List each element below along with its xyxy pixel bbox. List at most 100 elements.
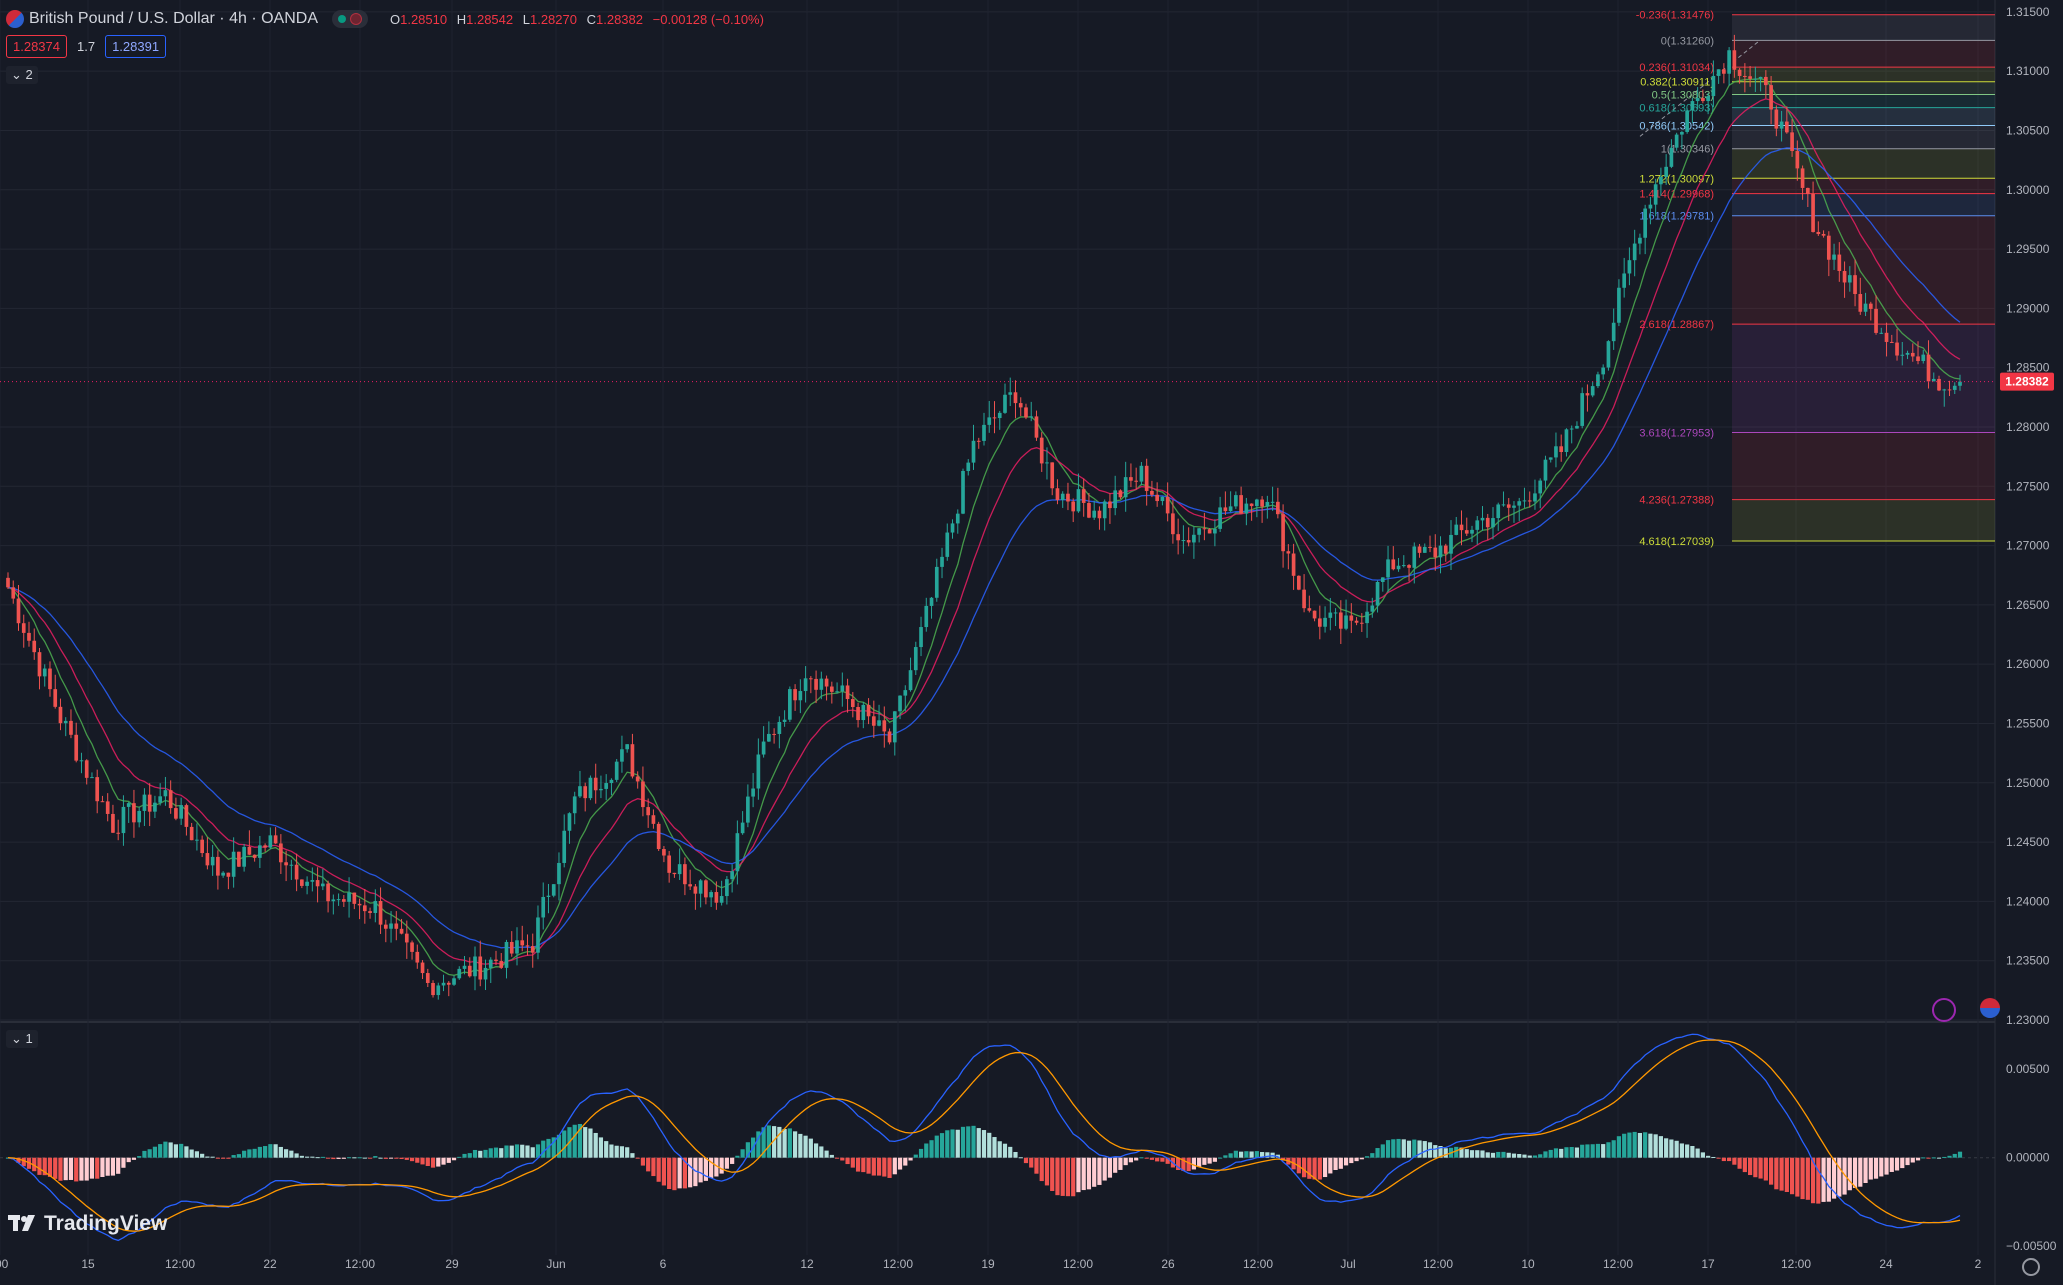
macd-histogram-bar <box>1831 1157 1837 1199</box>
candle <box>42 664 47 687</box>
candle <box>861 702 866 729</box>
time-tick-label: 6 <box>660 1257 667 1271</box>
time-axis[interactable]: :00 15 12:00 22 12:00 29 Jun 6 12 12:00 19 12:00 26 1… <box>0 1257 1982 1271</box>
macd-histogram-bar <box>829 1154 834 1158</box>
macd-histogram-bar <box>1459 1147 1464 1158</box>
candle <box>1816 221 1821 236</box>
candle-body <box>1291 553 1296 576</box>
candle <box>210 844 215 876</box>
candle-body <box>336 899 341 901</box>
macd-histogram-bar <box>79 1157 84 1181</box>
candle <box>903 685 908 712</box>
candle-body <box>515 940 519 954</box>
candle <box>1774 105 1779 137</box>
candle-body <box>992 417 997 419</box>
candle <box>966 459 971 476</box>
candle <box>635 771 640 789</box>
macd-histogram-bar <box>179 1143 184 1158</box>
candle-body <box>709 892 713 898</box>
usd-flag-icon[interactable] <box>1980 998 2000 1018</box>
candle-body <box>877 720 881 726</box>
macd-histogram-bar <box>929 1140 934 1158</box>
candle <box>142 788 147 826</box>
price-tick-label: 1.26500 <box>2006 598 2050 612</box>
oscillator-toggle[interactable]: ⌄ 1 <box>6 1030 38 1048</box>
macd-histogram-bar <box>782 1129 787 1158</box>
candle-body <box>1884 332 1889 342</box>
market-status[interactable] <box>331 10 368 28</box>
candle-body <box>892 711 897 743</box>
macd-histogram-bar <box>1065 1157 1071 1197</box>
candle <box>1706 93 1710 115</box>
candle-body <box>1632 243 1637 261</box>
candle-body <box>389 923 393 929</box>
candle <box>1228 491 1233 513</box>
macd-histogram-bar <box>1810 1157 1816 1204</box>
candle <box>1952 382 1957 395</box>
candle-body <box>1349 615 1354 621</box>
candle <box>604 774 609 801</box>
candle <box>1449 520 1453 570</box>
candle-body <box>1386 559 1390 578</box>
sell-button[interactable]: 1.28374 <box>6 35 67 58</box>
macd-histogram-bar <box>352 1157 357 1159</box>
candle <box>27 621 31 647</box>
candle-body <box>1942 389 1947 391</box>
lightning-icon[interactable] <box>1932 998 1956 1022</box>
macd-histogram-bar <box>1868 1157 1873 1180</box>
macd-histogram-bar <box>577 1123 583 1158</box>
candle-body <box>478 956 483 980</box>
candle <box>840 672 845 707</box>
candle <box>1769 76 1773 125</box>
candle <box>321 868 325 891</box>
candle-body <box>216 856 220 876</box>
candle-body <box>1842 270 1847 283</box>
candle-body <box>955 513 960 524</box>
fibonacci-extension[interactable]: -0.236(1.31476) 0(1.31260) 0.236(1.31034) 0… <box>1636 10 1995 548</box>
price-axis[interactable]: 1.31500 1.31000 1.30500 1.30000 1.29500 1.290… <box>2006 5 2057 1253</box>
candle <box>195 823 199 851</box>
settings-icon[interactable] <box>2022 1258 2040 1276</box>
indicators-toggle[interactable]: ⌄ 2 <box>6 66 38 84</box>
macd-histogram-bar <box>110 1157 116 1176</box>
macd-histogram-bar <box>457 1156 462 1158</box>
candle-body <box>27 632 31 641</box>
macd-histogram-bar <box>1842 1157 1847 1195</box>
candle <box>221 871 225 878</box>
macd-histogram-bar <box>1847 1157 1852 1191</box>
candle-body <box>824 678 829 687</box>
candle <box>578 770 582 799</box>
macd-histogram-bar <box>231 1155 236 1158</box>
candle <box>300 879 304 889</box>
macd-histogram-bar <box>724 1157 729 1169</box>
candle <box>1921 349 1926 364</box>
price-tick-label: 1.23000 <box>2006 1013 2050 1027</box>
macd-histogram-bar <box>1585 1144 1590 1158</box>
candle-body <box>1952 385 1957 390</box>
candle-body <box>1443 545 1448 554</box>
candle <box>383 919 388 943</box>
buy-button[interactable]: 1.28391 <box>105 35 167 58</box>
macd-histogram-bar <box>325 1157 331 1159</box>
macd-histogram-bar <box>1265 1152 1270 1158</box>
macd-histogram-bar <box>1223 1155 1228 1158</box>
candle-body <box>693 886 698 894</box>
macd-histogram-bar <box>546 1138 551 1158</box>
candle-body <box>446 982 451 985</box>
macd-histogram-bar <box>1768 1157 1774 1185</box>
macd-histogram-bar <box>918 1148 924 1158</box>
macd-histogram-bar <box>1207 1157 1212 1164</box>
macd-histogram-bar <box>1501 1151 1506 1158</box>
candle-body <box>835 691 839 693</box>
candle <box>1485 513 1490 541</box>
macd-histogram-bar <box>861 1157 866 1173</box>
macd-histogram-bar <box>257 1146 262 1158</box>
symbol-title[interactable]: British Pound / U.S. Dollar · 4h · OANDA <box>29 10 318 27</box>
macd-histogram-bar <box>1359 1157 1364 1160</box>
price-tick-label: 1.23500 <box>2006 954 2050 968</box>
candle-body <box>1018 403 1023 408</box>
macd-histogram-bar <box>1191 1157 1196 1170</box>
macd-histogram-bar <box>572 1124 577 1158</box>
candle-body <box>195 839 199 841</box>
